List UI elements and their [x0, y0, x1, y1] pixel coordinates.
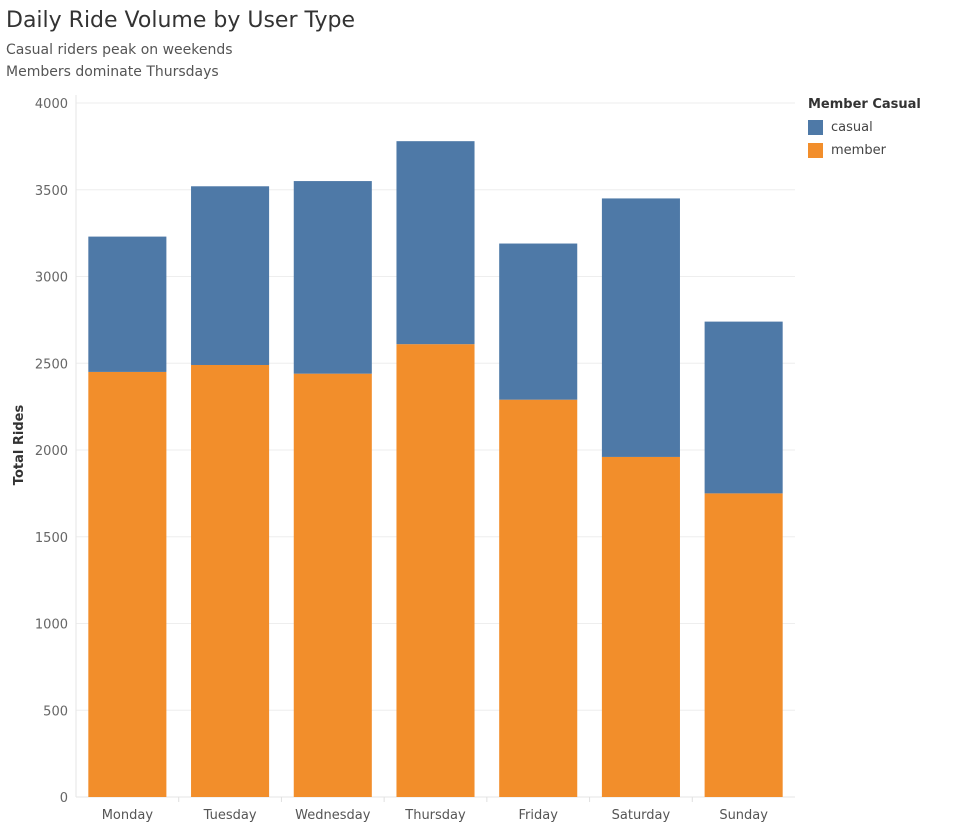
chart-subtitle-line-1: Casual riders peak on weekends [6, 42, 233, 58]
x-tick-labels: Monday Tuesday Wednesday Thursday Friday Satu… [102, 808, 769, 823]
x-tick-label-tuesday: Tuesday [203, 808, 257, 823]
bar-casual-friday[interactable] [499, 243, 578, 400]
legend-swatch-member [808, 143, 823, 158]
y-tick-label: 500 [43, 704, 68, 719]
legend-swatch-casual [808, 120, 823, 135]
bar-casual-monday[interactable] [88, 236, 167, 372]
legend-item-member[interactable]: member [808, 139, 921, 162]
bar-member-saturday[interactable] [601, 456, 680, 797]
bar-member-friday[interactable] [499, 399, 578, 797]
y-tick-label: 2500 [35, 357, 68, 372]
bar-casual-tuesday[interactable] [191, 186, 270, 365]
legend: Member Casual casual member [808, 97, 921, 162]
bar-casual-thursday[interactable] [396, 141, 475, 345]
bar-member-tuesday[interactable] [191, 364, 270, 797]
y-axis-label: Total Rides [12, 405, 27, 486]
bar-member-monday[interactable] [88, 371, 167, 797]
legend-label-casual: casual [831, 120, 873, 135]
x-tick-label-thursday: Thursday [404, 808, 466, 823]
x-tick-label-friday: Friday [519, 808, 559, 823]
legend-label-member: member [831, 143, 886, 158]
legend-item-casual[interactable]: casual [808, 116, 921, 139]
bar-member-wednesday[interactable] [293, 373, 372, 797]
x-tick-label-saturday: Saturday [612, 808, 671, 823]
bar-casual-sunday[interactable] [704, 321, 783, 494]
y-tick-label: 4000 [35, 97, 68, 112]
y-tick-label: 1500 [35, 531, 68, 546]
y-tick-label: 3000 [35, 271, 68, 286]
legend-title: Member Casual [808, 97, 921, 112]
chart-subtitle-line-2: Members dominate Thursdays [6, 64, 219, 80]
bar-member-sunday[interactable] [704, 493, 783, 797]
y-tick-label: 0 [60, 791, 68, 806]
chart-title: Daily Ride Volume by User Type [6, 8, 356, 33]
x-tick-label-monday: Monday [102, 808, 154, 823]
bar-casual-saturday[interactable] [601, 198, 680, 457]
y-tick-label: 2000 [35, 444, 68, 459]
x-tick-label-wednesday: Wednesday [295, 808, 371, 823]
y-tick-label: 3500 [35, 184, 68, 199]
bar-marks [88, 141, 783, 797]
y-tick-labels: 0 500 1000 1500 2000 2500 3000 3500 4000 [35, 97, 68, 806]
bar-casual-wednesday[interactable] [293, 181, 372, 374]
y-tick-label: 1000 [35, 618, 68, 633]
x-tick-label-sunday: Sunday [719, 808, 768, 823]
bar-member-thursday[interactable] [396, 344, 475, 797]
